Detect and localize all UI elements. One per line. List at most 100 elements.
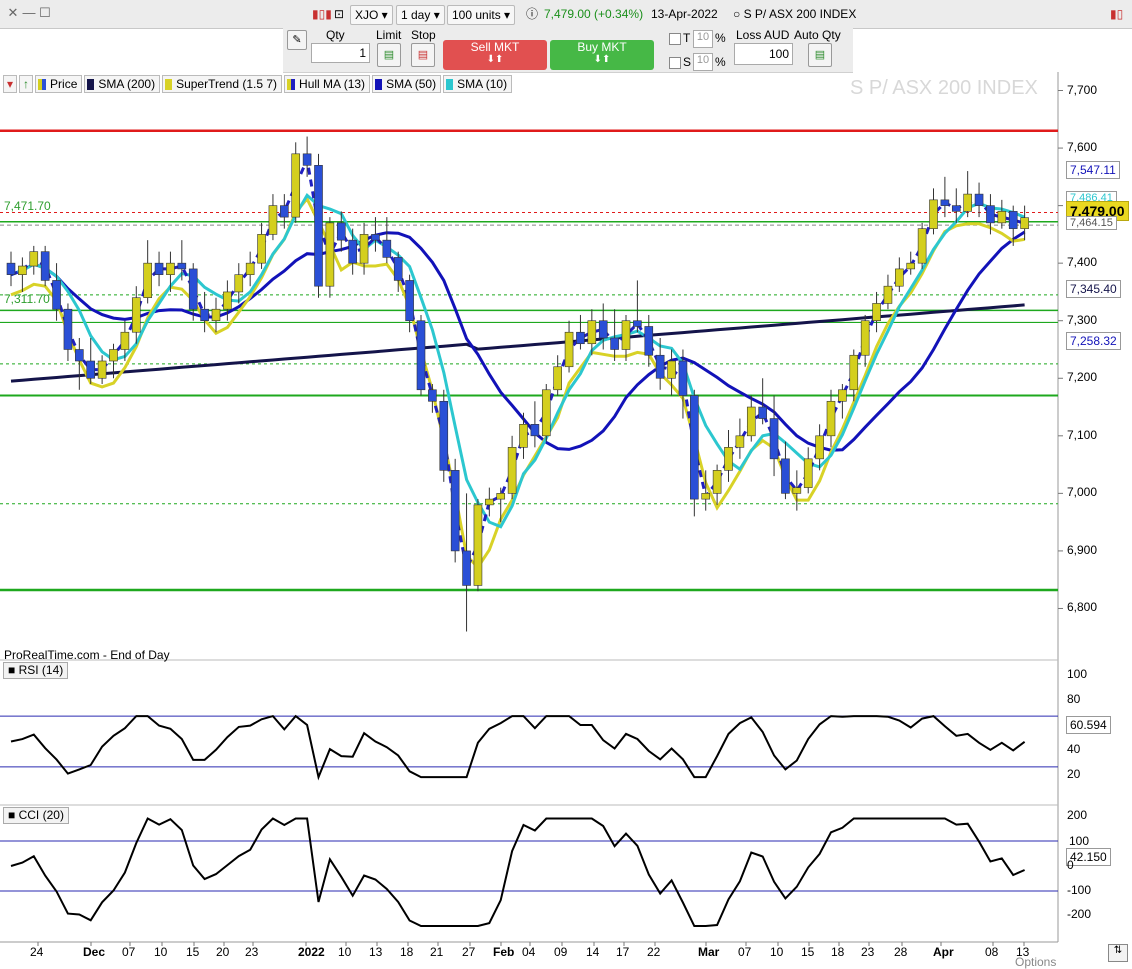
candle xyxy=(154,251,164,287)
candle-body xyxy=(18,265,27,275)
cci-label[interactable]: ■ CCI (20) xyxy=(3,807,69,824)
candle xyxy=(644,314,654,367)
stop-order-icon[interactable]: ▤ xyxy=(411,43,435,67)
y-tick-label: 6,800 xyxy=(1067,600,1098,615)
s-input[interactable]: 10 xyxy=(693,53,713,71)
t-label: T xyxy=(683,31,691,45)
legend-sma50[interactable]: SMA (50) xyxy=(372,75,442,93)
axis-scale-icon[interactable]: ⇅ xyxy=(1108,944,1128,962)
cci-tick-100: 100 xyxy=(1069,834,1090,848)
candle xyxy=(234,263,244,304)
qty-label: Qty xyxy=(326,28,345,42)
candle-body xyxy=(223,291,232,310)
candle xyxy=(428,384,437,413)
candle xyxy=(6,251,16,287)
y-tick-label: 7,000 xyxy=(1067,485,1098,500)
buy-icon: ⬇⬆ xyxy=(593,54,611,65)
candle xyxy=(371,217,380,252)
legend-hull[interactable]: Hull MA (13) xyxy=(284,75,371,93)
close-icon[interactable]: ✕ xyxy=(7,5,19,20)
buy-market-button[interactable]: Buy MKT ⬇⬆ xyxy=(550,40,654,70)
candle xyxy=(245,251,255,287)
pin-icon[interactable]: ⊡ xyxy=(334,7,345,21)
limit-order-icon[interactable]: ▤ xyxy=(377,43,401,67)
units-text: 100 units xyxy=(452,8,501,22)
candle xyxy=(257,222,266,269)
candle-body xyxy=(530,424,540,437)
candle-body xyxy=(1020,217,1029,229)
candle-body xyxy=(746,406,756,437)
candle-body xyxy=(131,297,141,333)
candle xyxy=(348,228,357,275)
candle xyxy=(792,470,802,511)
x-tick-label: 15 xyxy=(801,945,815,959)
candle xyxy=(906,251,916,275)
cci-tick-minus200: -200 xyxy=(1067,907,1092,921)
t-checkbox[interactable] xyxy=(669,33,681,45)
x-tick-label: 15 xyxy=(186,945,200,959)
candle xyxy=(951,188,961,223)
candle-body xyxy=(6,262,16,275)
add-indicator-icon[interactable]: ↑ xyxy=(19,75,34,93)
cci-tick-200: 200 xyxy=(1067,808,1088,822)
close-chart-icon[interactable]: ▾ xyxy=(3,75,18,93)
units-dropdown[interactable]: 100 units ▾ xyxy=(447,5,516,25)
candle xyxy=(63,303,73,361)
legend-supertrend[interactable]: SuperTrend (1.5 7) xyxy=(162,75,283,93)
auto-qty-icon[interactable]: ▤ xyxy=(808,43,832,67)
loss-input[interactable]: 100 xyxy=(734,43,793,65)
sell-market-button[interactable]: Sell MKT ⬇⬆ xyxy=(443,40,547,70)
candle-body xyxy=(268,205,278,235)
legend-price[interactable]: Price xyxy=(35,75,83,93)
info-icon[interactable]: ⓘ xyxy=(526,7,539,21)
legend-sma10[interactable]: SMA (10) xyxy=(443,75,513,93)
candle xyxy=(1008,205,1018,246)
candle xyxy=(667,349,676,396)
candle xyxy=(576,314,585,350)
candle xyxy=(336,211,346,252)
candle-body xyxy=(109,349,118,362)
candle-body xyxy=(997,211,1007,224)
x-tick-label: 28 xyxy=(894,945,908,959)
legend-sma200[interactable]: SMA (200) xyxy=(84,75,161,93)
qty-value: 1 xyxy=(359,46,366,60)
candle-body xyxy=(564,331,574,368)
limit-label: Limit xyxy=(376,28,402,42)
candle-type-icon[interactable]: ▮▯▮ xyxy=(312,7,332,21)
candle-body xyxy=(895,268,904,287)
candle xyxy=(621,314,631,361)
candle xyxy=(929,188,938,235)
minimize-icon[interactable]: — xyxy=(22,5,36,20)
candle xyxy=(211,297,221,333)
candle xyxy=(587,309,597,356)
y-tick-label: 7,100 xyxy=(1067,427,1098,442)
x-tick-label: 08 xyxy=(985,945,999,959)
candle xyxy=(382,217,392,264)
candle xyxy=(291,142,301,223)
candle-body xyxy=(257,234,266,264)
settings-icon[interactable]: ✎ xyxy=(287,30,307,50)
options-link[interactable]: Options xyxy=(1015,955,1057,969)
x-tick-label: 07 xyxy=(122,945,136,959)
candle xyxy=(131,286,141,344)
top-toolbar: ✕ — ☐ ▮▯▮ ⊡ XJO ▾ 1 day ▾ 100 units ▾ ⓘ … xyxy=(0,0,1132,29)
candle xyxy=(701,470,711,511)
maximize-icon[interactable]: ☐ xyxy=(39,5,51,20)
t-value: 10 xyxy=(696,31,710,43)
candle xyxy=(109,343,118,379)
candle-body xyxy=(359,234,369,264)
timeframe-dropdown[interactable]: 1 day ▾ xyxy=(396,5,445,25)
t-input[interactable]: 10 xyxy=(693,30,713,48)
qty-input[interactable]: 1 xyxy=(311,43,370,63)
symbol-dropdown[interactable]: XJO ▾ xyxy=(350,5,393,25)
s-checkbox[interactable] xyxy=(669,57,681,69)
candle-body xyxy=(644,326,654,356)
candle-body xyxy=(917,228,927,264)
candle xyxy=(280,194,289,229)
chart-type-icon[interactable]: ▮▯ xyxy=(1110,7,1124,21)
rsi-line xyxy=(10,714,1026,781)
candle-body xyxy=(781,458,790,494)
candle xyxy=(655,337,665,390)
rsi-label[interactable]: ■ RSI (14) xyxy=(3,662,69,679)
